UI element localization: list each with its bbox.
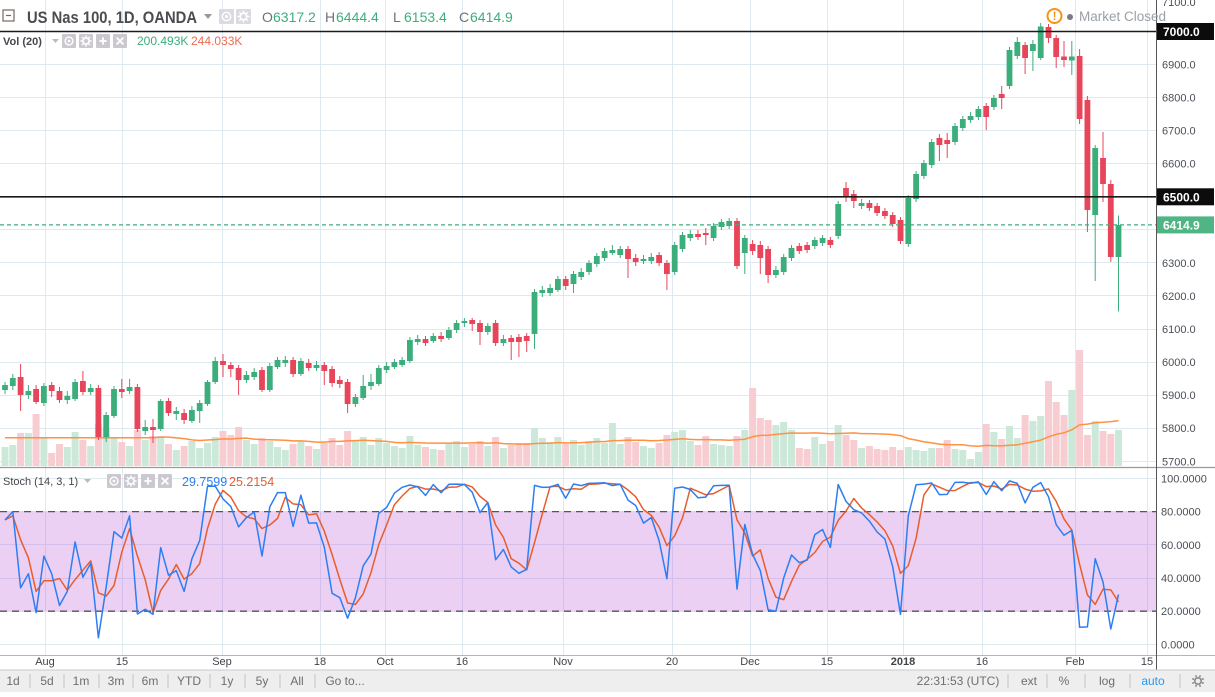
svg-text:100.0000: 100.0000: [1161, 473, 1207, 485]
svg-text:6500.0: 6500.0: [1163, 190, 1200, 204]
svg-text:15: 15: [821, 656, 833, 668]
svg-text:6m: 6m: [142, 674, 159, 688]
svg-text:C: C: [459, 9, 469, 25]
svg-text:2018: 2018: [891, 656, 915, 668]
svg-text:6700.0: 6700.0: [1162, 126, 1196, 138]
svg-text:200.493K: 200.493K: [137, 34, 188, 48]
svg-text:5d: 5d: [40, 674, 53, 688]
svg-text:!: !: [1053, 11, 1057, 23]
svg-text:16: 16: [456, 656, 468, 668]
svg-text:6800.0: 6800.0: [1162, 93, 1196, 105]
svg-text:5700.0: 5700.0: [1162, 456, 1196, 468]
svg-text:Go to...: Go to...: [325, 674, 364, 688]
svg-text:Aug: Aug: [35, 656, 55, 668]
svg-text:6600.0: 6600.0: [1162, 159, 1196, 171]
svg-text:Feb: Feb: [1066, 656, 1085, 668]
svg-text:Vol (20): Vol (20): [3, 36, 42, 48]
svg-text:60.0000: 60.0000: [1161, 540, 1201, 552]
svg-text:5800.0: 5800.0: [1162, 423, 1196, 435]
svg-text:7000.0: 7000.0: [1163, 25, 1200, 39]
svg-text:16: 16: [976, 656, 988, 668]
svg-text:YTD: YTD: [177, 674, 201, 688]
svg-text:H: H: [325, 9, 335, 25]
svg-text:6100.0: 6100.0: [1162, 324, 1196, 336]
svg-text:6153.4: 6153.4: [404, 9, 447, 25]
svg-text:20: 20: [666, 656, 678, 668]
svg-text:20.0000: 20.0000: [1161, 606, 1201, 618]
svg-text:Nov: Nov: [553, 656, 573, 668]
svg-text:Stoch (14, 3, 1): Stoch (14, 3, 1): [3, 476, 78, 488]
svg-text:6444.4: 6444.4: [336, 9, 379, 25]
svg-text:244.033K: 244.033K: [191, 34, 242, 48]
svg-text:log: log: [1099, 674, 1115, 688]
svg-text:3m: 3m: [108, 674, 125, 688]
svg-text:6900.0: 6900.0: [1162, 60, 1196, 72]
svg-text:6414.9: 6414.9: [1163, 218, 1200, 232]
svg-text:1m: 1m: [73, 674, 90, 688]
svg-text:6414.9: 6414.9: [470, 9, 513, 25]
svg-text:1d: 1d: [6, 674, 19, 688]
svg-text:6300.0: 6300.0: [1162, 258, 1196, 270]
svg-text:6200.0: 6200.0: [1162, 291, 1196, 303]
svg-text:5900.0: 5900.0: [1162, 390, 1196, 402]
svg-text:All: All: [290, 674, 303, 688]
svg-text:ext: ext: [1021, 674, 1038, 688]
svg-text:US Nas 100, 1D, OANDA: US Nas 100, 1D, OANDA: [27, 9, 197, 27]
svg-text:18: 18: [314, 656, 326, 668]
svg-text:25.2154: 25.2154: [229, 475, 274, 489]
svg-text:7100.0: 7100.0: [1162, 0, 1196, 9]
svg-text:80.0000: 80.0000: [1161, 507, 1201, 519]
svg-text:1y: 1y: [221, 674, 234, 688]
svg-text:29.7599: 29.7599: [182, 475, 227, 489]
svg-text:Dec: Dec: [740, 656, 760, 668]
svg-text:40.0000: 40.0000: [1161, 573, 1201, 585]
svg-text:Oct: Oct: [376, 656, 393, 668]
svg-text:O: O: [262, 9, 273, 25]
svg-text:0.0000: 0.0000: [1161, 639, 1195, 651]
svg-text:15: 15: [116, 656, 128, 668]
svg-text:5y: 5y: [256, 674, 269, 688]
svg-text:auto: auto: [1141, 674, 1165, 688]
svg-text:Market Closed: Market Closed: [1079, 9, 1166, 24]
svg-text:6000.0: 6000.0: [1162, 357, 1196, 369]
svg-text:6317.2: 6317.2: [273, 9, 316, 25]
svg-text:L: L: [393, 9, 401, 25]
svg-text:15: 15: [1141, 656, 1153, 668]
svg-text:%: %: [1059, 674, 1070, 688]
svg-text:Sep: Sep: [212, 656, 232, 668]
svg-text:22:31:53 (UTC): 22:31:53 (UTC): [917, 674, 1000, 688]
